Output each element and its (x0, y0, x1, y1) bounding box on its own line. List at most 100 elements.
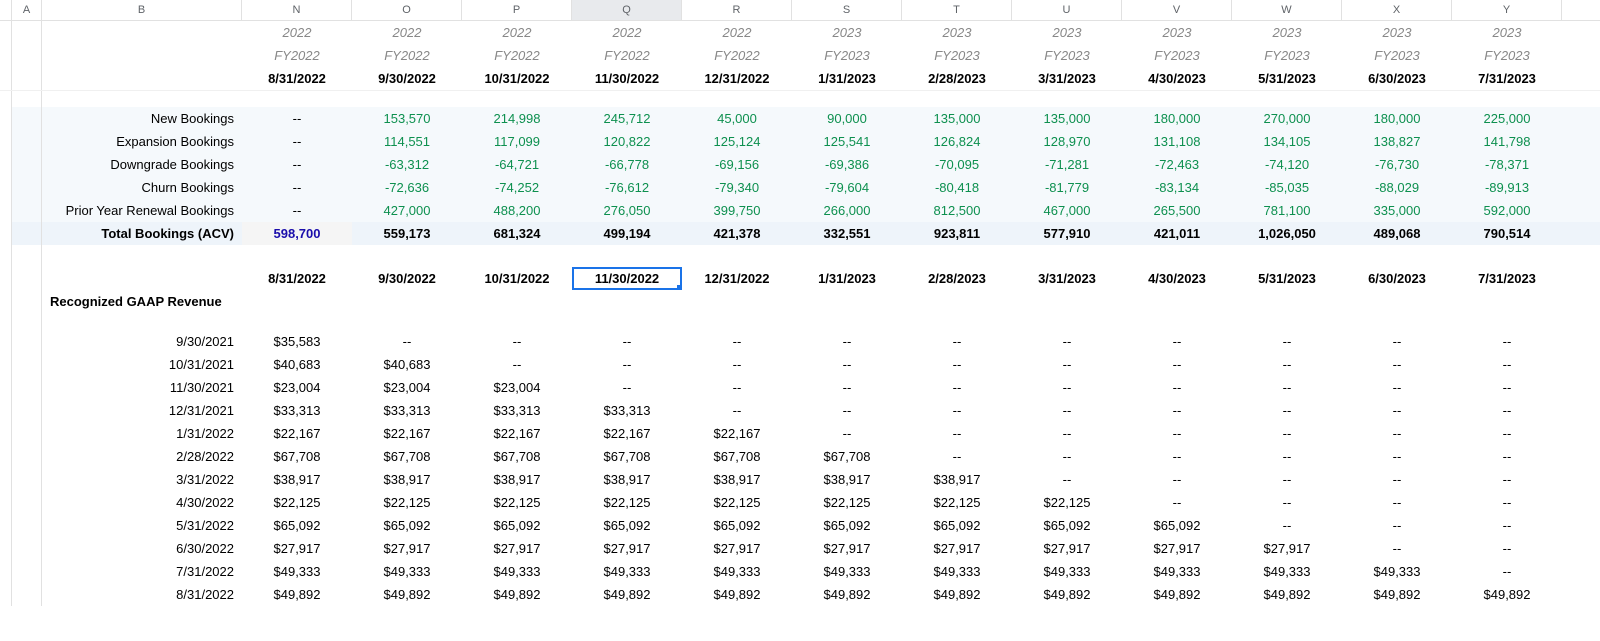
gaap-value[interactable]: $49,892 (572, 583, 682, 606)
bookings-value[interactable]: -- (242, 176, 352, 199)
date-header-cell[interactable]: 1/31/2023 (792, 67, 902, 90)
gaap-value[interactable]: -- (1342, 445, 1452, 468)
gaap-value[interactable]: $22,125 (572, 491, 682, 514)
gaap-value[interactable]: -- (1232, 399, 1342, 422)
gaap-value[interactable]: $22,125 (242, 491, 352, 514)
gaap-value[interactable]: $23,004 (352, 376, 462, 399)
gaap-date-label[interactable]: 6/30/2022 (42, 537, 242, 560)
gaap-date-label[interactable]: 11/30/2021 (42, 376, 242, 399)
date-header-cell[interactable]: 10/31/2022 (462, 67, 572, 90)
bookings-value[interactable]: -89,913 (1452, 176, 1562, 199)
gaap-value[interactable]: $38,917 (352, 468, 462, 491)
gaap-date-label[interactable]: 9/30/2021 (42, 330, 242, 353)
cell-a[interactable] (12, 267, 42, 290)
gaap-date-label[interactable]: 2/28/2022 (42, 445, 242, 468)
cell-b[interactable] (42, 67, 242, 90)
gaap-value[interactable]: -- (1342, 376, 1452, 399)
gaap-date-label[interactable]: 7/31/2022 (42, 560, 242, 583)
bookings-value[interactable]: 266,000 (792, 199, 902, 222)
gaap-value[interactable]: -- (1452, 445, 1562, 468)
gaap-value[interactable]: $38,917 (572, 468, 682, 491)
gaap-value[interactable]: $49,333 (682, 560, 792, 583)
gaap-value[interactable]: $49,892 (1452, 583, 1562, 606)
gaap-value[interactable]: -- (1342, 330, 1452, 353)
cell-a[interactable] (12, 44, 42, 67)
date-header2-cell[interactable]: 10/31/2022 (462, 267, 572, 290)
bookings-value[interactable]: -71,281 (1012, 153, 1122, 176)
gaap-value[interactable]: $27,917 (1122, 537, 1232, 560)
gaap-value[interactable]: -- (792, 376, 902, 399)
year-cell[interactable]: 2023 (792, 21, 902, 44)
cell-a[interactable] (12, 91, 42, 107)
gaap-value[interactable]: -- (902, 376, 1012, 399)
gaap-value[interactable]: $27,917 (242, 537, 352, 560)
bookings-value[interactable]: -69,156 (682, 153, 792, 176)
gaap-value[interactable]: $38,917 (682, 468, 792, 491)
date-header2-cell[interactable]: 4/30/2023 (1122, 267, 1232, 290)
fy-cell[interactable]: FY2023 (1452, 44, 1562, 67)
date-header2-cell[interactable]: 3/31/2023 (1012, 267, 1122, 290)
bookings-value[interactable]: -64,721 (462, 153, 572, 176)
date-header2-cell[interactable]: 11/30/2022 (572, 267, 682, 290)
bookings-value[interactable]: 141,798 (1452, 130, 1562, 153)
gaap-value[interactable]: $22,125 (682, 491, 792, 514)
cell-a[interactable] (12, 491, 42, 514)
gaap-value[interactable]: -- (1342, 468, 1452, 491)
gaap-value[interactable]: -- (1342, 491, 1452, 514)
gaap-value[interactable]: -- (1232, 491, 1342, 514)
cell-a[interactable] (12, 560, 42, 583)
bookings-value[interactable]: -- (242, 153, 352, 176)
bookings-value[interactable]: -69,386 (792, 153, 902, 176)
bookings-value[interactable]: 128,970 (1012, 130, 1122, 153)
fy-cell[interactable]: FY2023 (1122, 44, 1232, 67)
gaap-value[interactable]: -- (1452, 560, 1562, 583)
col-header-Y[interactable]: Y (1452, 0, 1562, 20)
date-header-cell[interactable]: 11/30/2022 (572, 67, 682, 90)
gaap-value[interactable]: $49,333 (242, 560, 352, 583)
gaap-value[interactable]: $23,004 (242, 376, 352, 399)
bookings-value[interactable]: 120,822 (572, 130, 682, 153)
cell-b[interactable] (42, 21, 242, 44)
total-label[interactable]: Total Bookings (ACV) (42, 222, 242, 245)
cell-a[interactable] (12, 330, 42, 353)
gaap-value[interactable]: -- (792, 399, 902, 422)
gaap-value[interactable]: -- (352, 330, 462, 353)
year-cell[interactable]: 2022 (682, 21, 792, 44)
bookings-value[interactable]: 245,712 (572, 107, 682, 130)
cell-a[interactable] (12, 376, 42, 399)
gaap-value[interactable]: -- (1232, 468, 1342, 491)
bookings-value[interactable]: 131,108 (1122, 130, 1232, 153)
gaap-value[interactable]: $22,125 (1012, 491, 1122, 514)
gaap-value[interactable]: $38,917 (242, 468, 352, 491)
cell-a[interactable] (12, 583, 42, 606)
gaap-value[interactable]: $33,313 (572, 399, 682, 422)
total-value[interactable]: 577,910 (1012, 222, 1122, 245)
bookings-value[interactable]: 180,000 (1122, 107, 1232, 130)
gaap-value[interactable]: -- (572, 330, 682, 353)
gaap-value[interactable]: $65,092 (1012, 514, 1122, 537)
year-cell[interactable]: 2022 (352, 21, 462, 44)
bookings-value[interactable]: 134,105 (1232, 130, 1342, 153)
gaap-value[interactable]: -- (682, 376, 792, 399)
gaap-value[interactable]: $35,583 (242, 330, 352, 353)
gaap-value[interactable]: -- (1012, 376, 1122, 399)
fy-cell[interactable]: FY2023 (902, 44, 1012, 67)
gaap-value[interactable]: -- (1122, 491, 1232, 514)
cell-a[interactable] (12, 21, 42, 44)
bookings-label[interactable]: New Bookings (42, 107, 242, 130)
gaap-value[interactable]: -- (792, 353, 902, 376)
bookings-value[interactable]: -83,134 (1122, 176, 1232, 199)
year-cell[interactable]: 2022 (462, 21, 572, 44)
gaap-date-label[interactable]: 12/31/2021 (42, 399, 242, 422)
gaap-value[interactable]: $49,333 (1122, 560, 1232, 583)
gaap-value[interactable]: -- (1122, 445, 1232, 468)
total-value[interactable]: 1,026,050 (1232, 222, 1342, 245)
gaap-value[interactable]: $22,125 (792, 491, 902, 514)
fy-cell[interactable]: FY2023 (792, 44, 902, 67)
total-value[interactable]: 332,551 (792, 222, 902, 245)
bookings-value[interactable]: -79,340 (682, 176, 792, 199)
bookings-value[interactable]: -70,095 (902, 153, 1012, 176)
total-value[interactable]: 598,700 (242, 222, 352, 245)
col-header-X[interactable]: X (1342, 0, 1452, 20)
date-header-cell[interactable]: 5/31/2023 (1232, 67, 1342, 90)
